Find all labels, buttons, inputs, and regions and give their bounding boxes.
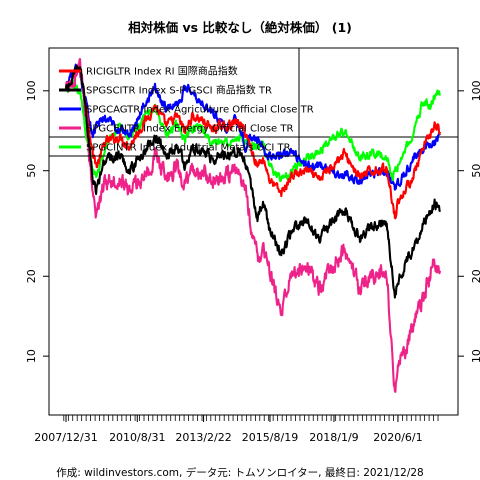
legend-label: RICIGLTR Index RI 国際商品指数 [86,65,238,78]
y-right-tick-label: 100 [470,80,480,101]
series-layer [64,57,442,393]
y-axis-left: 10 20 50 100 [25,80,49,363]
legend-label: SPGSCITR Index S-P GSCI 商品指数 TR [86,84,272,97]
x-tick-label: 2018/1/9 [309,431,358,444]
y-left-tick-label: 50 [25,164,38,178]
series-line-2 [64,64,441,299]
x-tick-label: 2020/6/1 [373,431,422,444]
series-line-4 [64,57,442,393]
source-caption: 作成: wildinvestors.com, データ元: トムソンロイター, 最… [56,466,423,479]
legend-box [48,47,300,157]
y-left-tick-label: 10 [25,349,38,363]
plot-frame [48,47,459,416]
x-axis: 2007/12/31 2010/8/31 2013/2/22 2015/8/19 201… [34,415,439,444]
y-axis-right: 10 20 50 100 [458,80,480,363]
x-tick-label: 2010/8/31 [109,431,165,444]
y-right-tick-label: 20 [470,269,480,283]
y-right-tick-label: 10 [470,349,480,363]
x-tick-label: 2015/8/19 [242,431,298,444]
x-tick-label: 2007/12/31 [34,431,97,444]
y-left-tick-label: 100 [25,80,38,101]
legend: RICIGLTR Index RI 国際商品指数 SPGSCITR Index S… [48,47,314,157]
legend-label: SPGCENTR Index Energy Official Close TR [86,124,293,135]
chart-title: 相対株価 vs 比較なし（絶対株価） (1) [128,20,352,35]
legend-label: SPGCINTR Index Industrial Metals OCI TR [86,143,291,154]
y-left-tick-label: 20 [25,269,38,283]
x-tick-label: 2013/2/22 [175,431,231,444]
legend-label: SPGCAGTR Index Agriculture Official Clos… [86,105,314,116]
y-right-tick-label: 50 [470,164,480,178]
